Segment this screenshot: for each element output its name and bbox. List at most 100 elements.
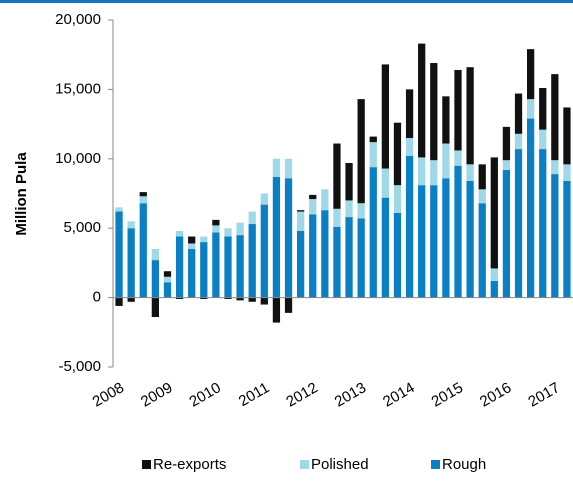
bar-segment xyxy=(333,208,341,227)
bar-segment xyxy=(563,181,571,298)
bar-segment xyxy=(333,226,341,298)
bar-segment xyxy=(212,219,220,226)
bar-segment xyxy=(405,89,414,138)
bar-segment xyxy=(115,297,123,306)
bar-segment xyxy=(527,49,535,100)
bar-segment xyxy=(248,224,256,298)
bar-segment xyxy=(309,199,317,215)
bar-segment xyxy=(260,297,268,305)
bar-segment xyxy=(490,268,498,281)
bar-segment xyxy=(236,235,244,298)
x-tick-label: 2009 xyxy=(138,379,175,410)
bar-segment xyxy=(224,228,232,237)
bar-segment xyxy=(200,297,208,299)
x-tick-label: 2015 xyxy=(429,379,466,410)
bar-segment xyxy=(297,210,305,212)
x-tick-label: 2013 xyxy=(332,379,369,410)
bar-segment xyxy=(442,143,450,179)
bar-segment xyxy=(236,297,244,301)
y-tick-label: -5,000 xyxy=(58,358,101,375)
bar-segment xyxy=(115,211,123,298)
bar-segment xyxy=(151,297,159,318)
bar-segment xyxy=(478,164,486,190)
bar-segment xyxy=(127,297,135,302)
bar-segment xyxy=(551,160,559,175)
bar-segment xyxy=(466,67,474,165)
bar-segment xyxy=(163,271,172,277)
bar-segment xyxy=(284,297,293,313)
bar-segment xyxy=(345,217,353,298)
bar-segment xyxy=(297,230,305,298)
bar-segment xyxy=(272,297,281,323)
bar-segment xyxy=(248,297,256,302)
bar-segment xyxy=(175,297,184,299)
bar-segment xyxy=(430,63,438,161)
y-tick-label: 15,000 xyxy=(55,80,101,97)
x-tick-label: 2012 xyxy=(283,379,320,410)
bar-segment xyxy=(551,74,559,161)
y-axis-label: Million Pula xyxy=(13,152,30,236)
bar-segment xyxy=(405,137,414,157)
bar-segment xyxy=(224,236,232,298)
bar-segment xyxy=(539,149,547,298)
bar-segment xyxy=(212,225,220,233)
bar-segment xyxy=(418,43,426,158)
bar-segment xyxy=(309,194,317,200)
y-tick-label: 20,000 xyxy=(55,11,101,28)
bar-segment xyxy=(200,242,208,298)
bar-segment xyxy=(466,181,474,298)
bar-segment xyxy=(539,129,547,150)
bar-segment xyxy=(212,232,220,298)
x-tick-label: 2008 xyxy=(90,379,127,410)
bar-segment xyxy=(430,160,438,186)
bar-segment xyxy=(321,189,329,211)
bar-segment xyxy=(430,185,438,298)
bar-segment xyxy=(297,211,305,231)
bar-segment xyxy=(502,169,511,298)
legend-swatch xyxy=(431,460,440,469)
bar-segment xyxy=(357,99,365,204)
y-tick-label: 10,000 xyxy=(55,150,101,167)
bar-segment xyxy=(236,222,244,236)
bar-segment xyxy=(284,178,293,298)
bar-segment xyxy=(527,118,535,298)
bar-segment xyxy=(393,122,402,186)
bar-segment xyxy=(393,212,402,298)
legend-swatch xyxy=(300,460,309,469)
bar-segment xyxy=(478,189,486,204)
legend-swatch xyxy=(142,460,151,469)
bar-segment xyxy=(260,193,268,205)
bar-segment xyxy=(369,142,377,168)
bar-segment xyxy=(527,99,535,119)
bar-segment xyxy=(418,185,426,298)
bar-segment xyxy=(405,156,414,298)
bar-segment xyxy=(248,211,256,225)
bar-segment xyxy=(466,164,474,182)
bar-segment xyxy=(563,164,571,182)
bar-segment xyxy=(127,228,135,298)
bar-segment xyxy=(151,260,159,298)
bar-segment xyxy=(200,236,208,243)
bar-segment xyxy=(539,88,547,130)
legend-label: Polished xyxy=(311,456,369,473)
bar-segment xyxy=(490,157,498,269)
bar-segment xyxy=(309,214,317,298)
bar-segment xyxy=(442,178,450,298)
bar-segment xyxy=(163,276,172,283)
bar-segment xyxy=(393,185,402,213)
bar-segment xyxy=(151,249,159,261)
y-tick-label: 0 xyxy=(93,289,101,306)
bar-segment xyxy=(418,157,426,186)
bar-segment xyxy=(514,133,523,150)
bar-segment xyxy=(345,200,353,218)
bar-segment xyxy=(514,149,523,298)
bar-segment xyxy=(284,158,293,179)
bar-segment xyxy=(333,143,341,209)
bar-segment xyxy=(175,236,184,298)
bar-segment xyxy=(502,160,511,170)
bar-segment xyxy=(127,221,135,229)
bar-segment xyxy=(551,174,559,298)
x-tick-label: 2017 xyxy=(525,379,562,410)
legend-label: Rough xyxy=(442,456,486,473)
bar-segment xyxy=(115,207,123,212)
